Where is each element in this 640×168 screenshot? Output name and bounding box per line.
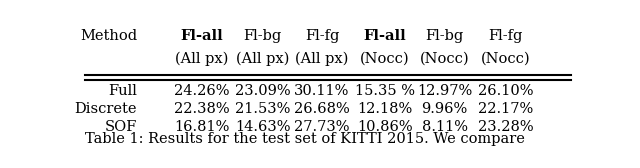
Text: Discrete: Discrete [74, 102, 137, 116]
Text: 30.11%: 30.11% [294, 84, 349, 98]
Text: 26.10%: 26.10% [478, 84, 533, 98]
Text: 23.28%: 23.28% [477, 120, 533, 134]
Text: (Nocc): (Nocc) [360, 52, 410, 66]
Text: Fl-fg: Fl-fg [305, 29, 339, 43]
Text: Fl-all: Fl-all [364, 29, 406, 43]
Text: (Nocc): (Nocc) [420, 52, 469, 66]
Text: 26.68%: 26.68% [294, 102, 350, 116]
Text: Fl-fg: Fl-fg [488, 29, 523, 43]
Text: 14.63%: 14.63% [235, 120, 291, 134]
Text: 8.11%: 8.11% [422, 120, 468, 134]
Text: (Nocc): (Nocc) [481, 52, 531, 66]
Text: 10.86%: 10.86% [357, 120, 413, 134]
Text: 27.73%: 27.73% [294, 120, 350, 134]
Text: Fl-bg: Fl-bg [243, 29, 282, 43]
Text: 9.96%: 9.96% [421, 102, 468, 116]
Text: 22.38%: 22.38% [173, 102, 229, 116]
Text: 23.09%: 23.09% [235, 84, 291, 98]
Text: Method: Method [80, 29, 137, 43]
Text: SOF: SOF [105, 120, 137, 134]
Text: 21.53%: 21.53% [235, 102, 290, 116]
Text: (All px): (All px) [175, 52, 228, 66]
Text: Full: Full [108, 84, 137, 98]
Text: 15.35 %: 15.35 % [355, 84, 415, 98]
Text: 16.81%: 16.81% [174, 120, 229, 134]
Text: 22.17%: 22.17% [478, 102, 533, 116]
Text: 12.18%: 12.18% [357, 102, 413, 116]
Text: (All px): (All px) [236, 52, 289, 66]
Text: 24.26%: 24.26% [174, 84, 229, 98]
Text: (All px): (All px) [296, 52, 349, 66]
Text: Fl-bg: Fl-bg [426, 29, 464, 43]
Text: Fl-all: Fl-all [180, 29, 223, 43]
Text: 12.97%: 12.97% [417, 84, 472, 98]
Text: Table 1: Results for the test set of KITTI 2015. We compare: Table 1: Results for the test set of KIT… [85, 132, 525, 146]
